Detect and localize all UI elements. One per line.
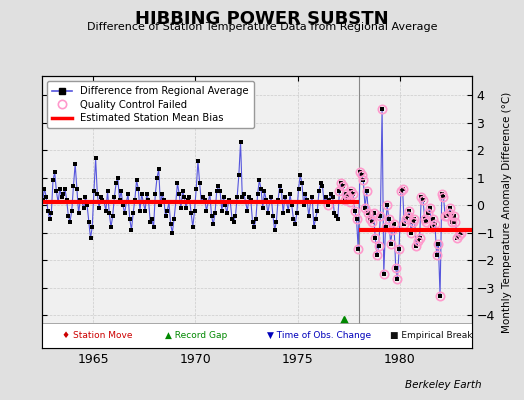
Text: Difference of Station Temperature Data from Regional Average: Difference of Station Temperature Data f… <box>87 22 437 32</box>
Text: ■ Empirical Break: ■ Empirical Break <box>390 331 472 340</box>
Y-axis label: Monthly Temperature Anomaly Difference (°C): Monthly Temperature Anomaly Difference (… <box>502 91 512 333</box>
Text: ▼ Time of Obs. Change: ▼ Time of Obs. Change <box>267 331 371 340</box>
Text: ♦ Station Move: ♦ Station Move <box>62 331 133 340</box>
Bar <box>42 323 472 348</box>
Text: Berkeley Earth: Berkeley Earth <box>406 380 482 390</box>
Text: ▲ Record Gap: ▲ Record Gap <box>165 331 227 340</box>
Text: HIBBING POWER SUBSTN: HIBBING POWER SUBSTN <box>135 10 389 28</box>
Legend: Difference from Regional Average, Quality Control Failed, Estimated Station Mean: Difference from Regional Average, Qualit… <box>47 81 254 128</box>
